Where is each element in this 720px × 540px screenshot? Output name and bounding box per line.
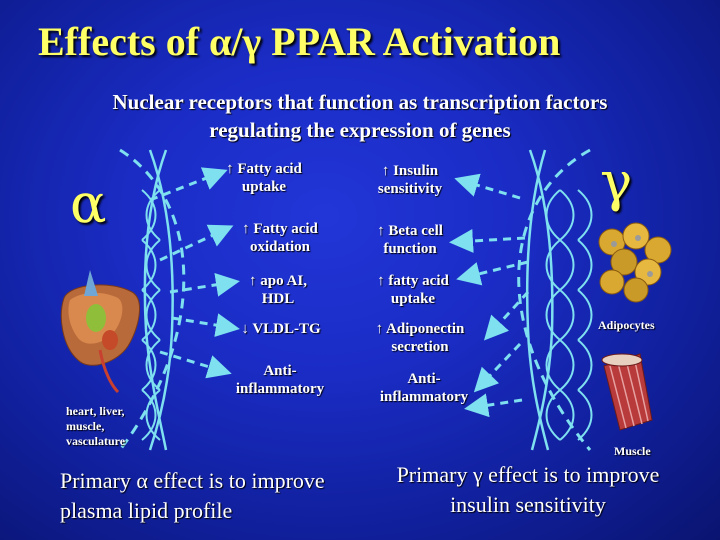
subtitle: Nuclear receptors that function as trans… xyxy=(40,88,680,144)
alpha-tissue-label: heart, liver, muscle, vasculature xyxy=(66,404,126,448)
muscle-illustration xyxy=(601,353,653,431)
right-dna-helix xyxy=(525,149,593,451)
gamma-summary: Primary γ effect is to improve insulin s… xyxy=(396,462,660,517)
alpha-effect-4: ↓ VLDL-TG xyxy=(241,321,321,337)
alpha-effect-2: ↑ Fatty acid oxidation xyxy=(242,221,318,255)
left-dna-helix xyxy=(141,149,174,451)
gamma-effect-3: ↑ fatty acid uptake xyxy=(377,273,449,307)
adipocytes-label: Adipocytes xyxy=(598,318,655,332)
gamma-effect-arrows xyxy=(449,173,530,418)
subtitle-line-1: Nuclear receptors that function as trans… xyxy=(112,90,608,114)
gamma-effect-5: Anti-inflammatory xyxy=(379,371,469,405)
left-dashed-curve xyxy=(118,148,186,451)
alpha-summary: Primary α effect is to improve plasma li… xyxy=(60,468,325,523)
alpha-effect-1: ↑ Fatty acid uptake xyxy=(226,161,302,195)
organ-illustration xyxy=(60,270,140,394)
subtitle-line-2: regulating the expression of genes xyxy=(209,118,511,142)
gamma-symbol: γ xyxy=(600,150,633,213)
adipocyte-illustration xyxy=(598,222,672,303)
gamma-effect-2: ↑ Beta cell function xyxy=(377,223,443,257)
right-dashed-curve xyxy=(517,148,592,451)
page-title: Effects of α/γ PPAR Activation xyxy=(38,19,561,64)
alpha-symbol: α xyxy=(70,172,107,235)
alpha-effect-arrows xyxy=(149,167,240,379)
muscle-label: Muscle xyxy=(614,444,651,458)
alpha-effect-3: ↑ apo AI, HDL xyxy=(249,273,307,307)
alpha-effect-5: Anti-inflammatory xyxy=(235,363,325,397)
gamma-effect-1: ↑ Insulin sensitivity xyxy=(377,163,443,197)
gamma-effect-4: ↑ Adiponectin secretion xyxy=(375,321,465,355)
